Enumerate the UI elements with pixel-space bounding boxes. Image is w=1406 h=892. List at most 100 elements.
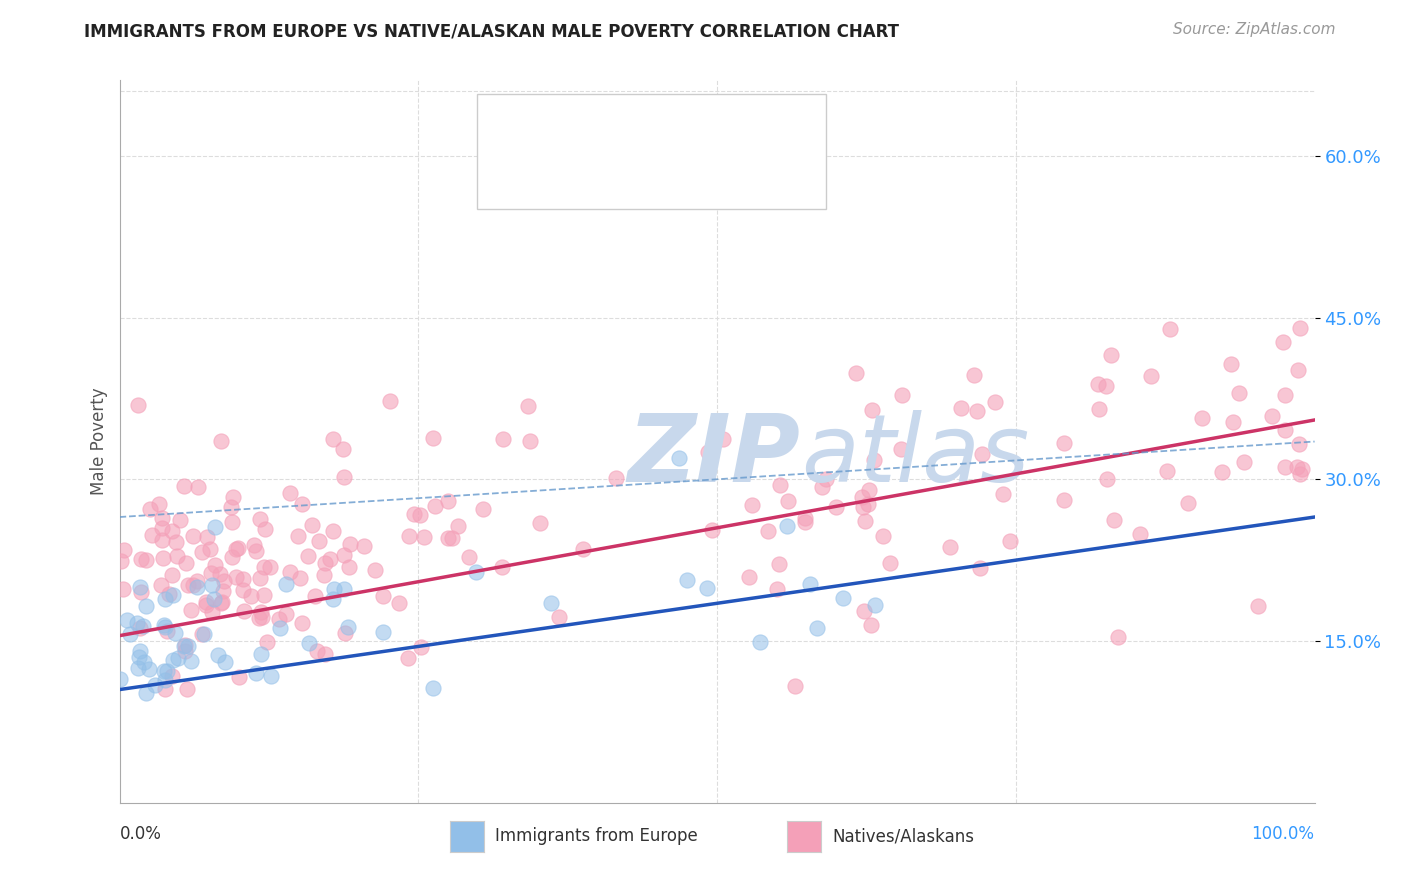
Point bbox=[128, 622, 150, 636]
Point bbox=[1053, 492, 1076, 507]
Point bbox=[321, 432, 343, 446]
Point bbox=[166, 549, 188, 563]
Point bbox=[120, 626, 142, 640]
Point bbox=[127, 661, 149, 675]
Point bbox=[314, 647, 336, 661]
Point bbox=[1261, 409, 1284, 424]
Point bbox=[221, 515, 243, 529]
Point bbox=[128, 644, 150, 658]
Point bbox=[1288, 467, 1310, 481]
Point bbox=[668, 450, 690, 465]
Point bbox=[1177, 495, 1199, 509]
Point bbox=[156, 624, 179, 638]
Point bbox=[232, 573, 254, 587]
Point bbox=[853, 514, 876, 528]
Point bbox=[249, 571, 271, 585]
Point bbox=[211, 595, 233, 609]
Point bbox=[529, 516, 551, 530]
Point bbox=[150, 533, 173, 548]
Point bbox=[1222, 415, 1244, 429]
Point bbox=[209, 595, 232, 609]
Point bbox=[174, 644, 197, 658]
Point bbox=[253, 588, 276, 602]
Point bbox=[749, 635, 772, 649]
Point bbox=[135, 686, 157, 700]
Point bbox=[339, 537, 361, 551]
Point bbox=[845, 366, 868, 380]
Point bbox=[1095, 379, 1118, 393]
Point bbox=[856, 497, 879, 511]
Text: 57: 57 bbox=[685, 120, 716, 137]
Point bbox=[194, 595, 217, 609]
Point bbox=[228, 671, 250, 685]
Point bbox=[160, 568, 183, 582]
Point bbox=[201, 606, 224, 620]
Point bbox=[228, 541, 250, 555]
Point bbox=[1274, 388, 1296, 402]
Point bbox=[440, 531, 463, 545]
Point bbox=[697, 445, 720, 459]
Point bbox=[183, 529, 205, 543]
Point bbox=[972, 447, 994, 461]
Point bbox=[966, 404, 988, 418]
Text: atlas: atlas bbox=[801, 410, 1029, 501]
Text: R =: R = bbox=[537, 166, 576, 184]
Point bbox=[1247, 599, 1270, 613]
Point bbox=[322, 582, 344, 596]
Text: IMMIGRANTS FROM EUROPE VS NATIVE/ALASKAN MALE POVERTY CORRELATION CHART: IMMIGRANTS FROM EUROPE VS NATIVE/ALASKAN… bbox=[84, 22, 900, 40]
Point bbox=[207, 648, 229, 663]
Point bbox=[471, 501, 494, 516]
Point bbox=[396, 650, 419, 665]
Point bbox=[152, 521, 174, 535]
Point bbox=[190, 626, 212, 640]
Text: 0.0%: 0.0% bbox=[120, 825, 162, 843]
Point bbox=[225, 570, 247, 584]
Point bbox=[233, 604, 256, 618]
Point bbox=[378, 394, 401, 409]
Point bbox=[517, 399, 540, 413]
Point bbox=[253, 560, 276, 574]
Point bbox=[156, 664, 179, 678]
Point bbox=[287, 529, 309, 543]
Point bbox=[409, 508, 432, 523]
Point bbox=[204, 520, 226, 534]
Point bbox=[540, 596, 562, 610]
Point bbox=[1053, 435, 1076, 450]
Point bbox=[852, 500, 875, 514]
Point bbox=[243, 538, 266, 552]
Point bbox=[110, 554, 132, 568]
Point bbox=[411, 640, 433, 655]
Point bbox=[157, 587, 180, 601]
Point bbox=[319, 551, 342, 566]
Point bbox=[1095, 472, 1118, 486]
Point bbox=[413, 530, 436, 544]
Point bbox=[304, 590, 326, 604]
Point bbox=[858, 483, 880, 497]
Point bbox=[700, 523, 723, 537]
Point bbox=[200, 566, 222, 580]
Text: R =: R = bbox=[537, 120, 576, 137]
Point bbox=[308, 534, 330, 549]
Point bbox=[388, 596, 411, 610]
Point bbox=[152, 665, 174, 679]
Point bbox=[186, 574, 208, 588]
Point bbox=[249, 605, 271, 619]
Point bbox=[1156, 464, 1178, 478]
Point bbox=[108, 672, 131, 686]
Point bbox=[852, 604, 875, 618]
Point bbox=[260, 669, 283, 683]
Point bbox=[865, 598, 887, 612]
Point bbox=[148, 497, 170, 511]
Point bbox=[332, 442, 354, 456]
Text: 0.401: 0.401 bbox=[583, 120, 641, 137]
Point bbox=[209, 434, 232, 449]
Point bbox=[371, 624, 394, 639]
Point bbox=[115, 613, 138, 627]
Point bbox=[457, 549, 479, 564]
Point bbox=[176, 682, 198, 697]
Point bbox=[447, 519, 470, 533]
Point bbox=[464, 565, 486, 579]
Point bbox=[851, 491, 873, 505]
Point bbox=[1272, 335, 1295, 350]
Point bbox=[195, 530, 218, 544]
